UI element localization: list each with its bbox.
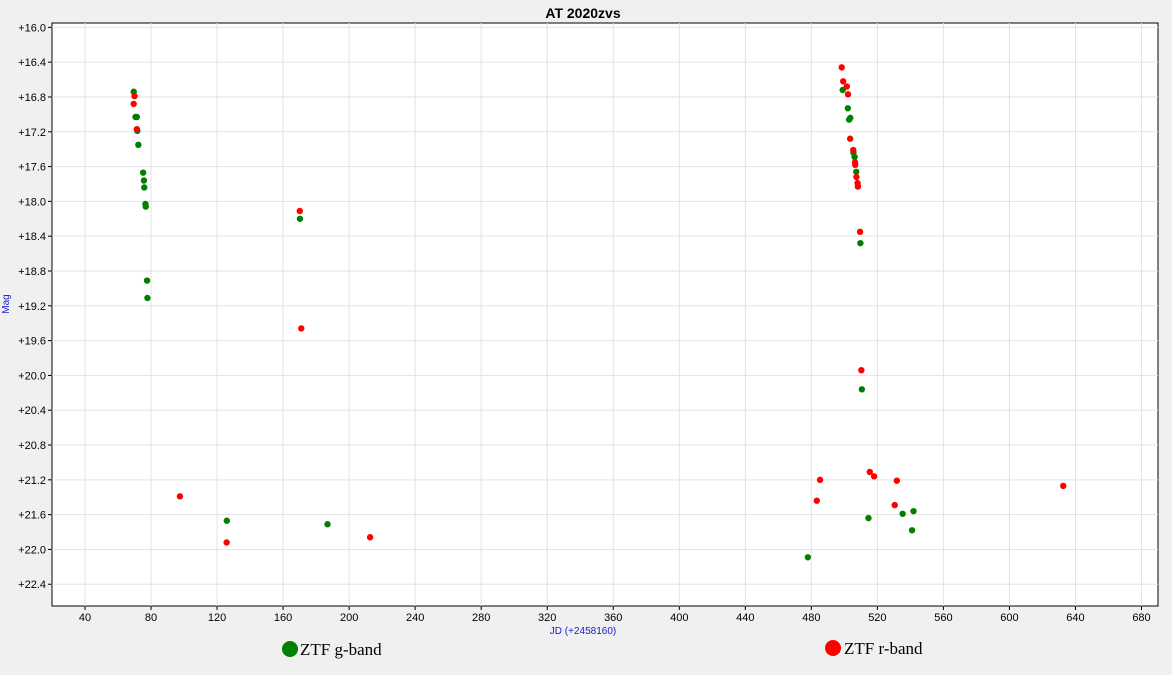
y-tick-label: +19.2 bbox=[18, 301, 46, 313]
g-band-point bbox=[296, 215, 304, 222]
y-tick-label: +16.0 bbox=[18, 22, 46, 34]
r-band-point bbox=[298, 325, 305, 332]
g-band-point bbox=[135, 141, 142, 149]
r-band-point bbox=[223, 539, 230, 546]
y-tick-label: +20.8 bbox=[18, 440, 46, 452]
x-tick-label: 120 bbox=[208, 612, 226, 624]
r-band-point bbox=[130, 100, 137, 108]
g-band-point bbox=[143, 277, 151, 284]
r-band-point bbox=[870, 473, 878, 480]
r-band-point bbox=[816, 476, 824, 484]
legend-g-band-label: ZTF g-band bbox=[300, 640, 382, 659]
x-tick-label: 480 bbox=[802, 612, 820, 624]
x-tick-label: 600 bbox=[1000, 612, 1018, 624]
y-tick-label: +21.2 bbox=[18, 475, 46, 487]
x-tick-label: 240 bbox=[406, 612, 424, 624]
x-tick-label: 440 bbox=[736, 612, 754, 624]
r-band-point bbox=[844, 91, 852, 98]
legend-r-band-marker bbox=[825, 640, 841, 656]
r-band-point bbox=[891, 501, 898, 509]
g-band-point bbox=[858, 386, 866, 393]
g-band-point bbox=[139, 169, 147, 176]
g-band-point bbox=[851, 153, 858, 161]
r-band-point bbox=[856, 228, 864, 236]
r-band-point bbox=[840, 78, 847, 85]
r-band-point bbox=[1060, 482, 1067, 490]
g-band-point bbox=[847, 114, 854, 122]
x-tick-label: 360 bbox=[604, 612, 622, 624]
y-tick-label: +20.0 bbox=[18, 370, 46, 382]
x-tick-label: 280 bbox=[472, 612, 490, 624]
g-band-point bbox=[844, 105, 852, 112]
g-band-point bbox=[853, 168, 860, 175]
r-band-point bbox=[853, 173, 860, 181]
y-tick-label: +19.6 bbox=[18, 336, 46, 348]
x-axis: 40 80 120 160 200 240 280 320 360 400 440 480 520 560… bbox=[79, 606, 1151, 624]
y-tick-label: +20.4 bbox=[18, 405, 46, 417]
r-band-point bbox=[850, 146, 857, 154]
g-band-point bbox=[910, 507, 917, 515]
g-band-point bbox=[865, 514, 872, 522]
y-tick-label: +21.6 bbox=[18, 510, 46, 522]
legend: ZTF g-band ZTF r-band bbox=[282, 639, 923, 659]
x-tick-label: 320 bbox=[538, 612, 556, 624]
r-band-point bbox=[813, 497, 820, 504]
r-band-point bbox=[846, 135, 854, 142]
x-tick-label: 640 bbox=[1066, 612, 1084, 624]
g-band-point bbox=[899, 510, 906, 517]
y-axis-label: Mag bbox=[1, 294, 12, 313]
y-tick-label: +22.0 bbox=[18, 544, 46, 556]
y-tick-label: +18.4 bbox=[18, 231, 46, 243]
x-tick-label: 40 bbox=[79, 612, 91, 624]
x-tick-label: 680 bbox=[1132, 612, 1150, 624]
y-tick-label: +16.4 bbox=[18, 57, 46, 69]
y-tick-label: +22.4 bbox=[18, 579, 46, 591]
g-band-point bbox=[857, 239, 864, 247]
g-band-point bbox=[142, 203, 149, 210]
r-band-point bbox=[133, 125, 141, 133]
x-axis-label: JD (+2458160) bbox=[550, 626, 616, 637]
g-band-point bbox=[133, 113, 141, 121]
y-tick-label: +16.8 bbox=[18, 92, 46, 104]
legend-g-band-marker bbox=[282, 641, 298, 657]
x-tick-label: 560 bbox=[934, 612, 952, 624]
r-band-point bbox=[131, 92, 138, 100]
r-band-point bbox=[838, 64, 845, 71]
x-tick-label: 160 bbox=[274, 612, 292, 624]
r-band-point bbox=[366, 534, 374, 541]
g-band-point bbox=[223, 517, 231, 524]
r-band-point bbox=[296, 207, 303, 215]
x-tick-label: 200 bbox=[340, 612, 358, 624]
r-band-point bbox=[866, 468, 873, 476]
data-points bbox=[130, 64, 1067, 561]
r-band-point bbox=[843, 83, 851, 90]
g-band-point bbox=[908, 527, 916, 534]
x-tick-label: 80 bbox=[145, 612, 157, 624]
legend-r-band-label: ZTF r-band bbox=[844, 639, 923, 658]
r-band-point bbox=[176, 493, 184, 500]
g-band-point bbox=[141, 184, 148, 191]
r-band-point bbox=[893, 477, 901, 484]
chart-title: AT 2020zvs bbox=[545, 5, 620, 21]
plot-area bbox=[51, 22, 1159, 607]
g-band-point bbox=[324, 521, 331, 528]
y-tick-label: +17.6 bbox=[18, 162, 46, 174]
x-tick-label: 520 bbox=[868, 612, 886, 624]
y-tick-label: +18.0 bbox=[18, 196, 46, 208]
x-tick-label: 400 bbox=[670, 612, 688, 624]
r-band-point bbox=[858, 366, 865, 374]
g-band-point bbox=[140, 177, 148, 184]
y-axis: +16.0 +16.4 +16.8 +17.2 +17.6 +18.0 +18.4 +18.8… bbox=[18, 22, 52, 591]
r-band-point bbox=[854, 183, 862, 190]
g-band-point bbox=[804, 554, 812, 561]
y-tick-label: +18.8 bbox=[18, 266, 46, 278]
y-tick-label: +17.2 bbox=[18, 127, 46, 139]
g-band-point bbox=[144, 294, 151, 302]
r-band-point bbox=[852, 161, 859, 169]
legend-item-g-band[interactable]: ZTF g-band bbox=[282, 640, 382, 659]
legend-item-r-band[interactable]: ZTF r-band bbox=[825, 639, 923, 658]
grid-lines bbox=[52, 23, 1158, 606]
